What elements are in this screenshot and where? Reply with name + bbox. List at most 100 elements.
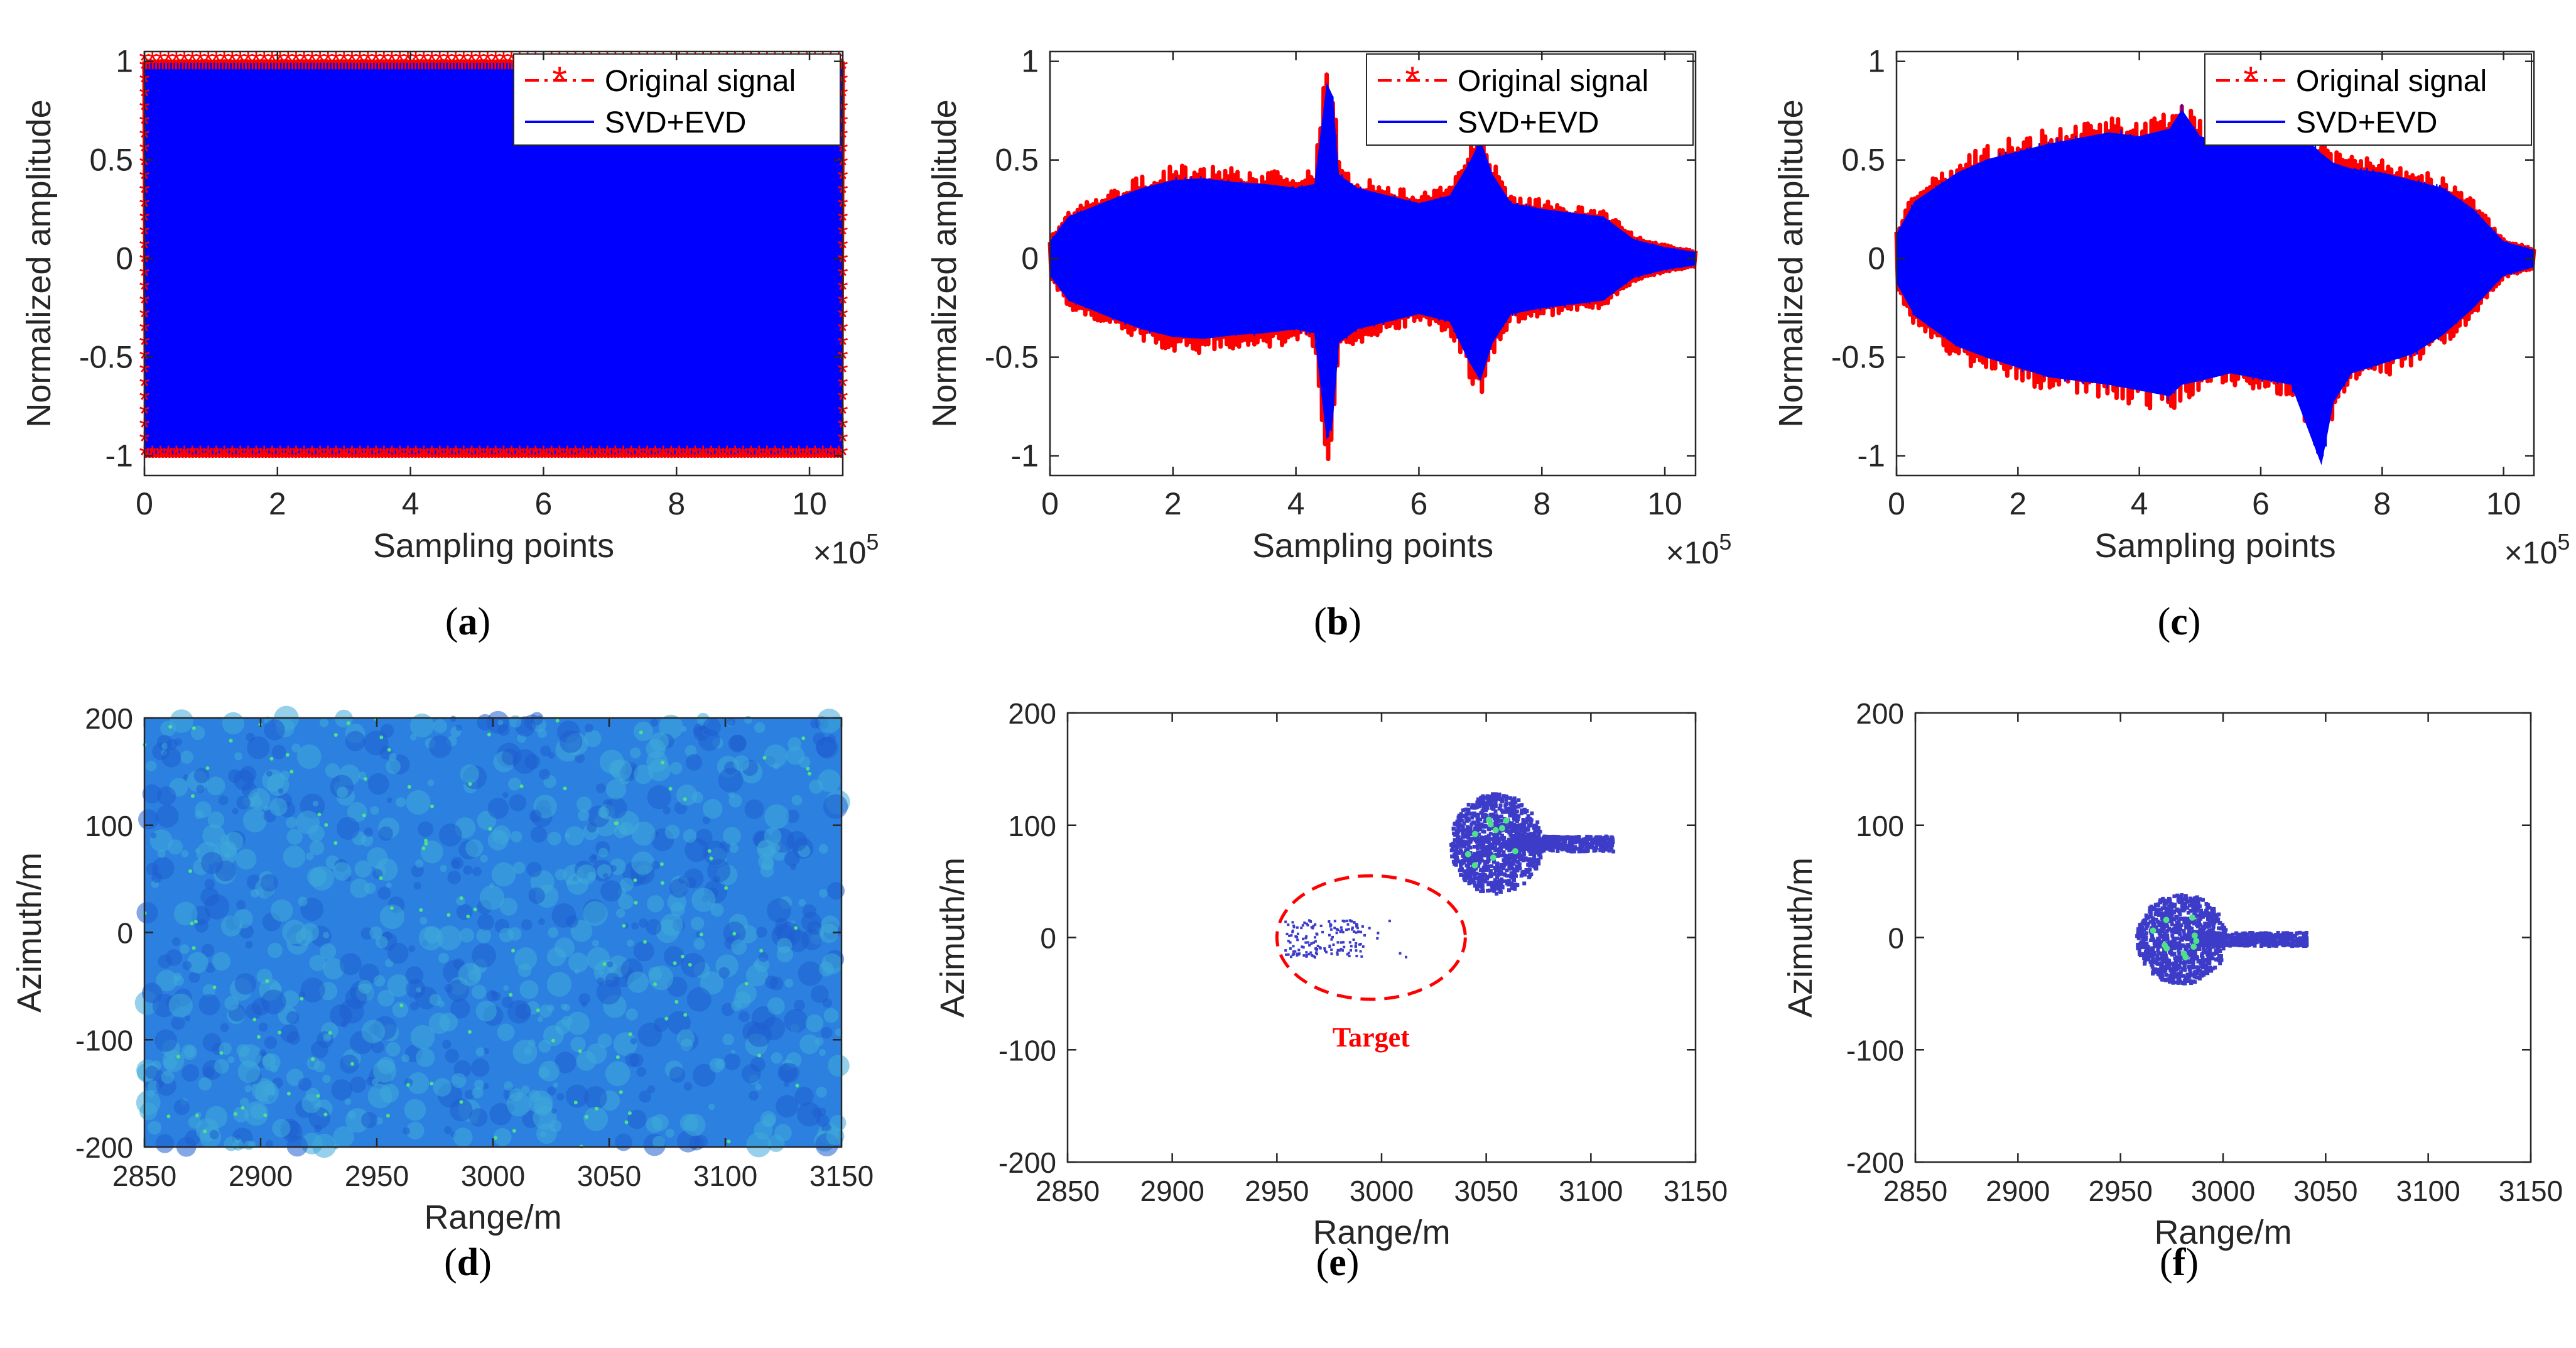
target-pixel [2165,921,2168,926]
target-pixel [2140,926,2145,930]
target-pixel [2195,900,2200,904]
clutter-speckle [252,792,260,800]
target-pixel [2227,936,2232,940]
clutter-speckle [538,1067,550,1079]
target-pixel [1496,873,1500,877]
target-pixel [2278,942,2283,946]
target-pixel [2177,948,2181,953]
target-pixel [2166,977,2170,981]
clutter-speckle [244,1085,252,1093]
target-pixel [1484,803,1488,808]
clutter-speckle [445,1048,459,1063]
x-tick-label: 2950 [345,1160,409,1192]
target-pixel [2242,941,2246,945]
target-pixel [1480,883,1485,888]
target-pixel [1328,944,1331,947]
target-pixel [2182,974,2186,978]
clutter-speckle [237,1060,261,1084]
target-pixel [1314,956,1316,959]
target-pixel [1520,803,1524,807]
clutter-speckle [364,731,389,756]
target-pixel [2226,934,2229,938]
clutter-speckle [723,1053,741,1070]
target-pixel [1473,854,1478,858]
clutter-peak [659,862,664,866]
clutter-speckle [325,763,340,778]
target-pixel [2162,938,2166,942]
clutter-peak [673,961,677,965]
y-tick-label: -1 [1011,438,1039,474]
target-pixel [1544,839,1549,844]
target-ellipse [1275,874,1467,1001]
clutter-speckle [477,913,494,931]
target-peak [1471,862,1478,869]
clutter-speckle [669,1067,686,1083]
target-pixel [1598,847,1603,852]
target-pixel [1492,841,1496,845]
chart-f: 2850 2900 2950 3000 3050 3100 3150-200-1000100… [1782,697,2563,1251]
target-pixel [1576,847,1580,851]
target-pixel [2199,910,2203,914]
target-pixel [2298,930,2302,935]
clutter-speckle [444,1126,452,1134]
target-pixel [1494,815,1498,818]
clutter-peak [252,1018,257,1022]
clutter-speckle [429,994,441,1006]
chart-a: ****************************************… [20,44,879,570]
target-pixel [2159,970,2163,974]
target-pixel [2233,940,2238,944]
target-pixel [1500,810,1505,814]
clutter-speckle [592,940,599,947]
target-pixel [2212,931,2216,935]
target-pixel [2268,937,2273,942]
series-marker-original: * [674,440,685,471]
clutter-speckle [377,989,395,1007]
target-pixel [1550,849,1555,853]
target-pixel [2177,894,2181,899]
target-pixel [1486,834,1491,838]
target-pixel [1311,954,1314,957]
target-pixel [1513,839,1518,842]
target-pixel [2204,908,2208,913]
clutter-speckle [676,784,698,806]
target-pixel [2211,917,2216,921]
target-pixel [1360,930,1362,933]
target-pixel [1353,921,1356,924]
clutter-speckle [491,862,516,887]
x-tick-label: 8 [2373,486,2391,521]
y-tick-label: 1 [116,44,133,79]
target-pixel [1496,819,1500,823]
clutter-speckle [428,735,452,758]
target-pixel [1499,869,1503,874]
target-pixel [1501,866,1505,871]
clutter-peak [794,926,798,930]
target-pixel [1533,848,1537,852]
clutter-peak [707,849,712,853]
clutter-peak [176,1055,180,1059]
clutter-speckle [633,940,654,962]
clutter-speckle [195,810,204,820]
target-pixel [2177,964,2182,968]
x-tick-label: 2950 [2088,1175,2152,1207]
target-pixel [2203,925,2207,929]
target-pixel [1515,859,1520,864]
target-pixel [2244,936,2248,940]
target-pixel [1459,844,1463,848]
target-pixel [1526,832,1530,837]
target-pixel [1330,948,1333,951]
clutter-speckle [182,960,192,970]
clutter-speckle [754,1121,773,1139]
target-pixel [1498,831,1502,835]
target-pixel [2187,920,2192,925]
target-pixel [2187,928,2191,933]
target-pixel [2175,916,2179,920]
clutter-peak [668,786,673,791]
target-pixel [1462,861,1466,865]
clutter-speckle [259,1049,267,1057]
x-tick-label: 6 [2252,486,2270,521]
target-pixel [1510,852,1515,857]
clutter-speckle [646,919,662,935]
clutter-peak [333,841,338,845]
clutter-speckle [309,840,325,856]
legend-marker-original: * [2243,59,2258,101]
